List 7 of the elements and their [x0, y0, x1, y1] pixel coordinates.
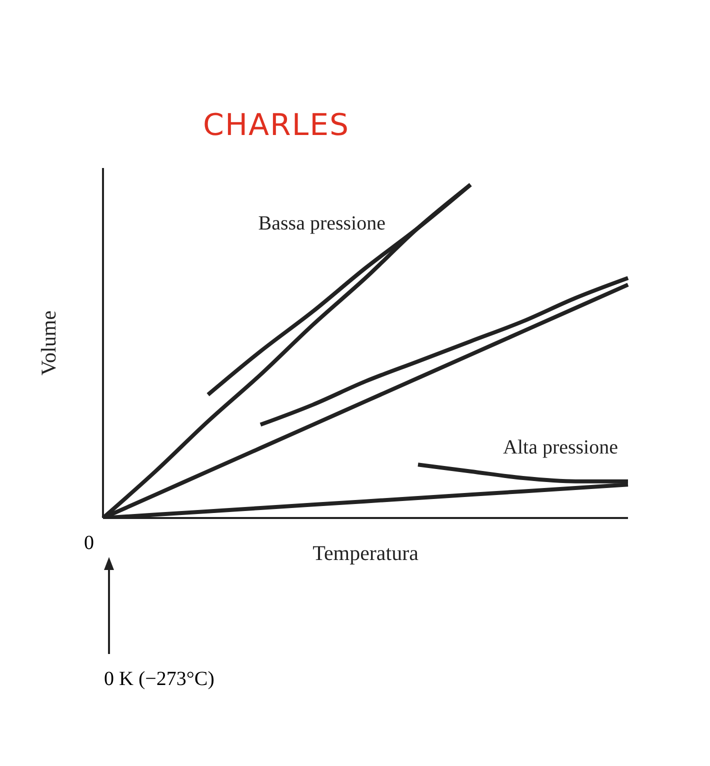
series-label: Bassa pressione: [258, 212, 386, 235]
y-axis-title: Volume: [36, 310, 60, 376]
x-axis-title: Temperatura: [312, 541, 420, 565]
text: 0: [84, 532, 94, 555]
series-label: Alta pressione: [503, 436, 618, 458]
text: 0 K (−273°C): [104, 668, 214, 691]
chart-title: CHARLES: [203, 108, 350, 143]
